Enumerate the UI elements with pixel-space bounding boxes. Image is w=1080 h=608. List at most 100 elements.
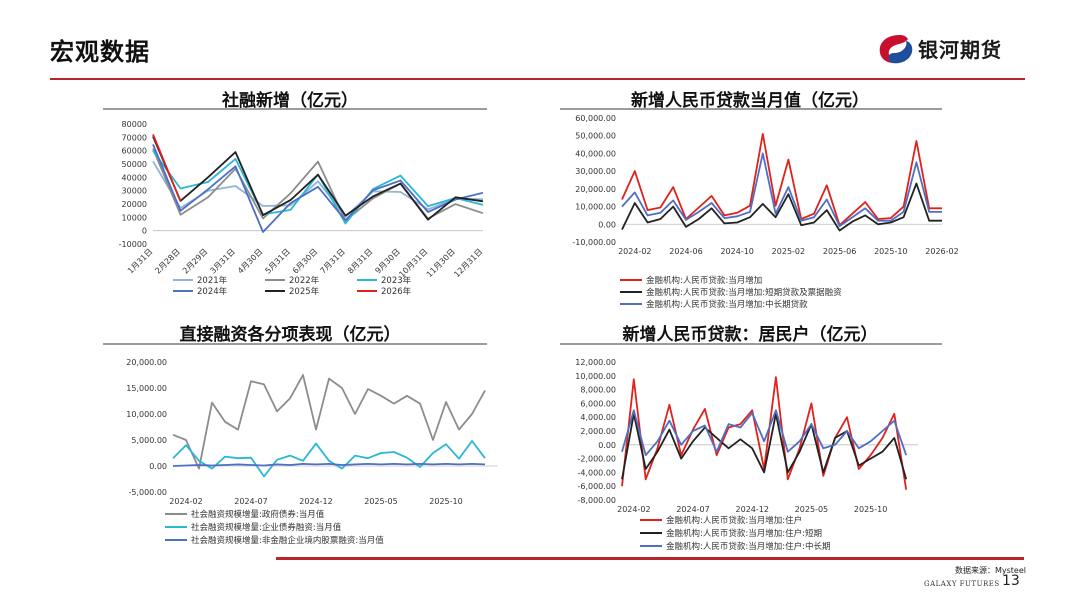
legend-label: 2022年 <box>289 275 320 286</box>
y-tick-label: 10000 <box>122 213 147 222</box>
legend-label: 社会融资规模增量:非金融企业境内股票融资:当月值 <box>191 535 384 546</box>
legend-label: 金融机构:人民币贷款:当月增加:住户:中长期 <box>666 541 830 552</box>
chart1-title-rule <box>103 108 487 110</box>
chart4-title: 新增人民币贷款：居民户（亿元） <box>622 325 878 345</box>
legend-label: 金融机构:人民币贷款:当月增加:住户:短期 <box>666 528 822 539</box>
y-tick-label: 50000 <box>122 160 147 169</box>
series-line-6 <box>152 134 182 202</box>
y-tick-label: 60,000.00 <box>575 114 616 123</box>
legend-label: 2024年 <box>197 286 228 297</box>
x-tick-label: 10月31日 <box>397 247 429 279</box>
y-tick-label: 6,000.00 <box>580 399 616 408</box>
series-line-2 <box>621 182 942 232</box>
series-line-3 <box>621 409 908 457</box>
y-tick-label: 10,000.00 <box>126 410 167 419</box>
y-tick-label: 20,000.00 <box>126 358 167 367</box>
y-tick-label: -10000 <box>119 240 147 249</box>
y-tick-label: 40,000.00 <box>575 149 616 158</box>
y-tick-label: 20000 <box>122 200 147 209</box>
x-tick-label: 1月31日 <box>126 247 154 275</box>
x-tick-label: 2月28日 <box>153 247 181 275</box>
x-tick-label: 11月30日 <box>425 247 457 279</box>
y-tick-label: 30000 <box>122 187 147 196</box>
chart-household-loans: -8,000.00 -6,000.00 -4,000.00 -2,000.00 0.00… <box>575 358 918 552</box>
x-tick-label: 2024-06 <box>669 247 702 256</box>
series-line-3 <box>621 152 942 227</box>
x-tick-label: 12月31日 <box>452 247 484 279</box>
legend-label: 2023年 <box>381 275 412 286</box>
chart2-title-rule <box>560 108 942 110</box>
y-tick-label: -4,000.00 <box>577 468 616 477</box>
legend-label: 金融机构:人民币贷款:当月增加 <box>646 275 762 286</box>
y-tick-label: 8,000.00 <box>580 386 616 395</box>
y-tick-label: -2,000.00 <box>577 455 616 464</box>
y-tick-label: 70000 <box>122 133 147 142</box>
x-tick-label: 2024-12 <box>736 505 769 514</box>
legend-label: 金融机构:人民币贷款:当月增加:中长期贷款 <box>646 299 808 310</box>
x-tick-label: 2024-07 <box>234 497 267 506</box>
y-tick-label: 0.00 <box>149 462 167 471</box>
y-tick-label: 0 <box>142 227 147 236</box>
y-tick-label: 15,000.00 <box>126 384 167 393</box>
legend-label: 社会融资规模增量:政府债券:当月值 <box>191 509 325 520</box>
series-line-2 <box>172 440 486 478</box>
chart1-title: 社融新增（亿元） <box>222 91 358 111</box>
series-line-1 <box>172 374 486 470</box>
y-tick-label: 0.00 <box>598 220 616 229</box>
legend-label: 社会融资规模增量:企业债券融资:当月值 <box>191 522 342 533</box>
chart3-title: 直接融资各分项表现（亿元） <box>179 325 401 345</box>
y-tick-label: 12,000.00 <box>575 358 616 367</box>
x-tick-label: 2024-02 <box>169 497 202 506</box>
y-tick-label: 50,000.00 <box>575 132 616 141</box>
x-tick-label: 2月29日 <box>181 247 209 275</box>
brand-name: 银河期货 <box>918 38 1002 62</box>
y-tick-label: 80000 <box>122 120 147 129</box>
y-tick-label: -5,000.00 <box>128 488 167 497</box>
page-title: 宏观数据 <box>50 38 150 66</box>
y-tick-label: 0.00 <box>598 441 616 450</box>
page-number: 13 <box>1002 573 1020 589</box>
series-line-3 <box>172 463 486 467</box>
y-tick-label: -10,000.00 <box>572 238 616 247</box>
x-tick-label: 2024-02 <box>618 247 651 256</box>
x-tick-label: 8月31日 <box>346 247 374 275</box>
legend-label: 2025年 <box>289 286 320 297</box>
x-tick-label: 2025-05 <box>795 505 828 514</box>
header-divider <box>50 78 1025 80</box>
y-tick-label: 20,000.00 <box>575 185 616 194</box>
x-tick-label: 5月31日 <box>263 247 291 275</box>
x-tick-label: 2025-10 <box>874 247 907 256</box>
y-tick-label: -6,000.00 <box>577 482 616 491</box>
legend-label: 金融机构:人民币贷款:当月增加:住户 <box>666 515 802 526</box>
footer-divider <box>276 557 1024 560</box>
legend-label: 2021年 <box>197 275 228 286</box>
series-line-4 <box>152 144 484 233</box>
y-tick-label: 60000 <box>122 147 147 156</box>
x-tick-label: 6月30日 <box>291 247 319 275</box>
x-tick-label: 7月31日 <box>318 247 346 275</box>
legend-label: 2026年 <box>381 286 412 297</box>
y-tick-label: 10,000.00 <box>575 203 616 212</box>
x-tick-label: 2025-02 <box>772 247 805 256</box>
y-tick-label: 4,000.00 <box>580 413 616 422</box>
x-tick-label: 2025-06 <box>823 247 856 256</box>
y-tick-label: 40000 <box>122 173 147 182</box>
x-tick-label: 2024-10 <box>720 247 753 256</box>
x-tick-label: 2025-05 <box>364 497 397 506</box>
chart2-title: 新增人民币贷款当月值（亿元） <box>631 91 869 111</box>
series-line-1 <box>152 160 484 218</box>
chart-direct-financing: -5,000.00 0.00 5,000.00 10,000.00 15,000.00 2… <box>126 358 498 546</box>
y-tick-label: 5,000.00 <box>131 436 167 445</box>
series-line-1 <box>621 133 942 227</box>
legend-label: 金融机构:人民币贷款:当月增加:短期贷款及票据融资 <box>646 287 842 298</box>
x-tick-label: 3月31日 <box>208 247 236 275</box>
x-tick-label: 2024-07 <box>676 505 709 514</box>
y-tick-label: -8,000.00 <box>577 496 616 505</box>
x-tick-label: 2024-12 <box>299 497 332 506</box>
y-tick-label: 10,000.00 <box>575 372 616 381</box>
data-source: 数据来源：Mysteel <box>954 566 1026 575</box>
chart3-title-rule <box>103 343 487 345</box>
x-tick-label: 2025-10 <box>429 497 462 506</box>
series-line-2 <box>621 412 908 480</box>
chart-social-financing: -10000 0 10000 20000 30000 40000 50000 60000 700… <box>119 120 485 297</box>
